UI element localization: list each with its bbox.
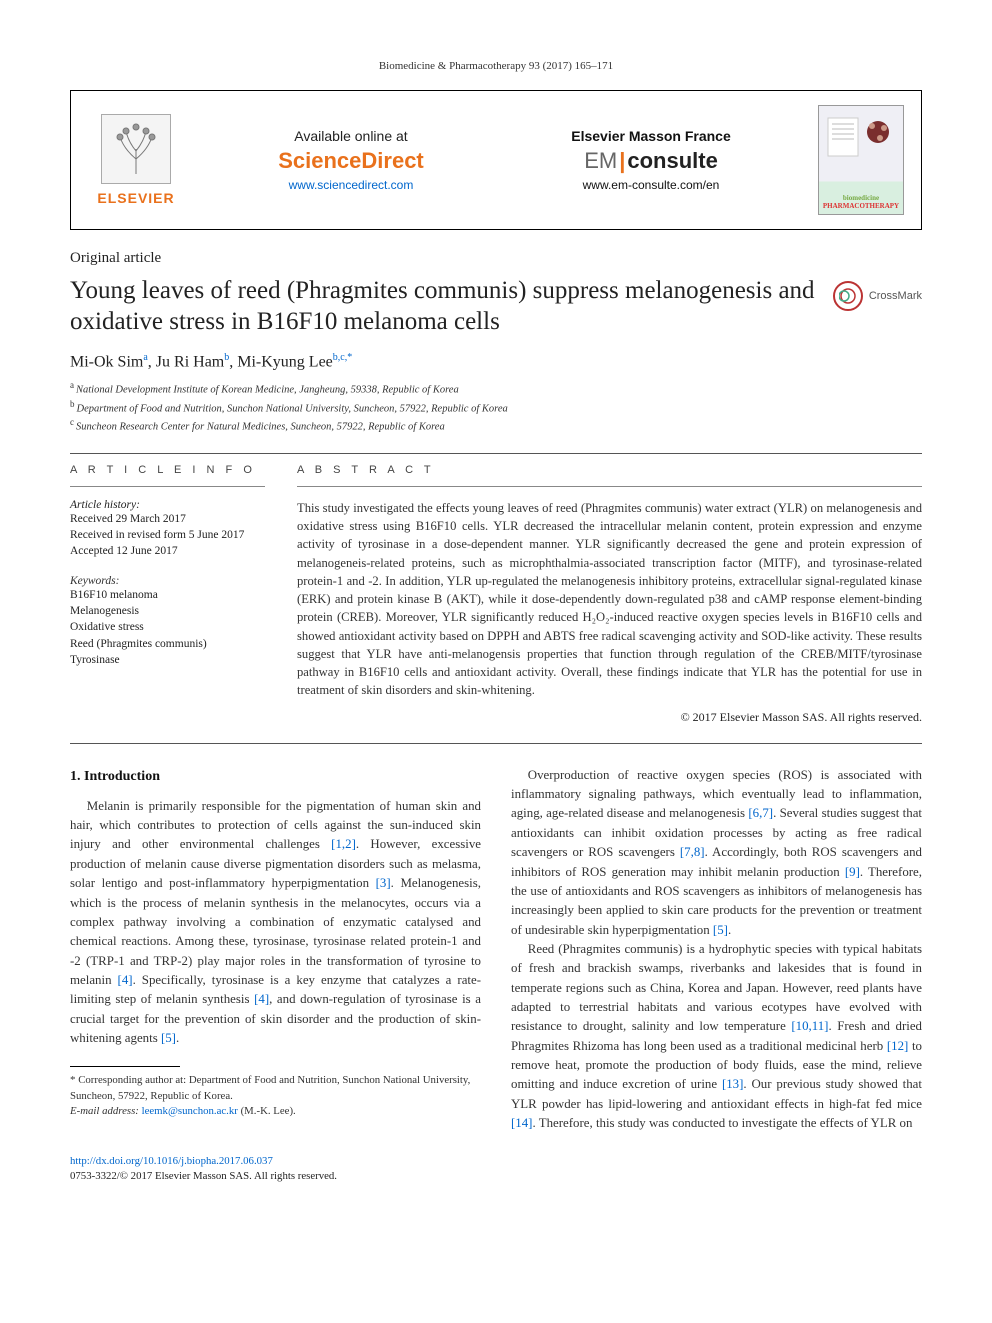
history-line: Received in revised form 5 June 2017: [70, 527, 265, 543]
history-lines: Received 29 March 2017Received in revise…: [70, 511, 265, 559]
citation-ref[interactable]: [5]: [713, 923, 728, 937]
article-info-column: A R T I C L E I N F O Article history: R…: [70, 464, 265, 725]
citation-ref[interactable]: [1,2]: [331, 837, 356, 851]
citation-ref[interactable]: [10,11]: [791, 1019, 828, 1033]
section-number: 1.: [70, 769, 81, 784]
title-row: Young leaves of reed (Phragmites communi…: [70, 275, 922, 338]
affiliations: aNational Development Institute of Korea…: [70, 379, 922, 435]
article-info-rule: [70, 486, 265, 487]
citation-ref[interactable]: [9]: [845, 865, 860, 879]
intro-paragraph-2: Overproduction of reactive oxygen specie…: [511, 766, 922, 940]
em-consulte-brand: EM|consulte: [584, 148, 718, 174]
article-type: Original article: [70, 250, 922, 267]
abstract-column: A B S T R A C T This study investigated …: [297, 464, 922, 725]
keywords-label: Keywords:: [70, 575, 265, 587]
cover-journal-line1: biomedicine: [843, 194, 879, 202]
em-consulte-cell: Elsevier Masson France EM|consulte www.e…: [501, 91, 801, 229]
journal-cover-thumb: biomedicine PHARMACOTHERAPY: [818, 105, 904, 215]
keyword-line: Oxidative stress: [70, 619, 265, 635]
masthead: ELSEVIER Available online at ScienceDire…: [70, 90, 922, 230]
corresponding-email-link[interactable]: leemk@sunchon.ac.kr: [142, 1105, 238, 1117]
cover-journal-line2: PHARMACOTHERAPY: [823, 202, 899, 210]
citation-ref[interactable]: [3]: [376, 876, 391, 890]
affiliation-line: cSuncheon Research Center for Natural Me…: [70, 416, 922, 435]
keyword-line: Melanogenesis: [70, 603, 265, 619]
doi-link[interactable]: http://dx.doi.org/10.1016/j.biopha.2017.…: [70, 1155, 273, 1167]
corresponding-email-name: (M.-K. Lee).: [241, 1105, 296, 1117]
running-header-link[interactable]: Biomedicine & Pharmacotherapy 93 (2017) …: [379, 60, 613, 72]
running-header: Biomedicine & Pharmacotherapy 93 (2017) …: [70, 60, 922, 72]
author-list: Mi-Ok Sima, Ju Ri Hamb, Mi-Kyung Leeb,c,…: [70, 352, 922, 371]
keyword-line: Tyrosinase: [70, 652, 265, 668]
em-consulte-bar-icon: |: [617, 148, 627, 173]
elsevier-masson-label: Elsevier Masson France: [571, 128, 731, 144]
crossmark-icon: [833, 281, 863, 311]
crossmark-widget[interactable]: CrossMark: [833, 281, 922, 311]
abstract-copyright: © 2017 Elsevier Masson SAS. All rights r…: [297, 710, 922, 725]
em-consulte-consulte: consulte: [627, 148, 717, 173]
email-label: E-mail address:: [70, 1105, 139, 1117]
em-consulte-em: EM: [584, 148, 617, 173]
citation-ref[interactable]: [4]: [254, 992, 269, 1006]
body-columns: 1. Introduction Melanin is primarily res…: [70, 766, 922, 1134]
sciencedirect-link[interactable]: www.sciencedirect.com: [289, 178, 414, 192]
corresponding-note: Corresponding author at: Department of F…: [70, 1074, 470, 1101]
em-consulte-link[interactable]: www.em-consulte.com/en: [583, 178, 720, 192]
section-title: Introduction: [84, 769, 160, 784]
article-title: Young leaves of reed (Phragmites communi…: [70, 275, 817, 338]
citation-ref[interactable]: [6,7]: [748, 806, 773, 820]
abstract-body: This study investigated the effects youn…: [297, 499, 922, 700]
meta-row: A R T I C L E I N F O Article history: R…: [70, 464, 922, 725]
keywords-lines: B16F10 melanomaMelanogenesisOxidative st…: [70, 587, 265, 667]
keyword-line: B16F10 melanoma: [70, 587, 265, 603]
corresponding-author-block: * Corresponding author at: Department of…: [70, 1073, 481, 1119]
section-rule-top: [70, 453, 922, 454]
crossmark-label: CrossMark: [869, 290, 922, 302]
citation-ref[interactable]: [5]: [161, 1031, 176, 1045]
citation-ref[interactable]: [7,8]: [680, 845, 705, 859]
citation-ref[interactable]: [12]: [887, 1039, 908, 1053]
sd-available-label: Available online at: [294, 128, 407, 144]
citation-ref[interactable]: [14]: [511, 1116, 532, 1130]
doi-footer: http://dx.doi.org/10.1016/j.biopha.2017.…: [70, 1154, 922, 1184]
keyword-line: Reed (Phragmites communis): [70, 636, 265, 652]
corresponding-separator: [70, 1066, 180, 1067]
journal-cover-cell: biomedicine PHARMACOTHERAPY: [801, 91, 921, 229]
history-line: Received 29 March 2017: [70, 511, 265, 527]
issn-copyright: 0753-3322/© 2017 Elsevier Masson SAS. Al…: [70, 1170, 337, 1182]
section-heading-intro: 1. Introduction: [70, 766, 481, 787]
sciencedirect-brand: ScienceDirect: [278, 148, 424, 174]
corresponding-star-icon: *: [70, 1074, 76, 1086]
abstract-rule: [297, 486, 922, 487]
elsevier-wordmark: ELSEVIER: [97, 190, 174, 206]
intro-paragraph-1: Melanin is primarily responsible for the…: [70, 797, 481, 1049]
intro-paragraph-3: Reed (Phragmites communis) is a hydrophy…: [511, 940, 922, 1134]
page: Biomedicine & Pharmacotherapy 93 (2017) …: [0, 0, 992, 1224]
elsevier-cell: ELSEVIER: [71, 91, 201, 229]
article-info-heading: A R T I C L E I N F O: [70, 464, 265, 476]
affiliation-line: aNational Development Institute of Korea…: [70, 379, 922, 398]
citation-ref[interactable]: [13]: [722, 1077, 743, 1091]
sciencedirect-cell: Available online at ScienceDirect www.sc…: [201, 91, 501, 229]
section-rule-bottom: [70, 743, 922, 744]
history-line: Accepted 12 June 2017: [70, 543, 265, 559]
elsevier-tree-icon: [101, 114, 171, 184]
abstract-heading: A B S T R A C T: [297, 464, 922, 476]
history-label: Article history:: [70, 499, 265, 511]
affiliation-line: bDepartment of Food and Nutrition, Sunch…: [70, 398, 922, 417]
citation-ref[interactable]: [4]: [118, 973, 133, 987]
